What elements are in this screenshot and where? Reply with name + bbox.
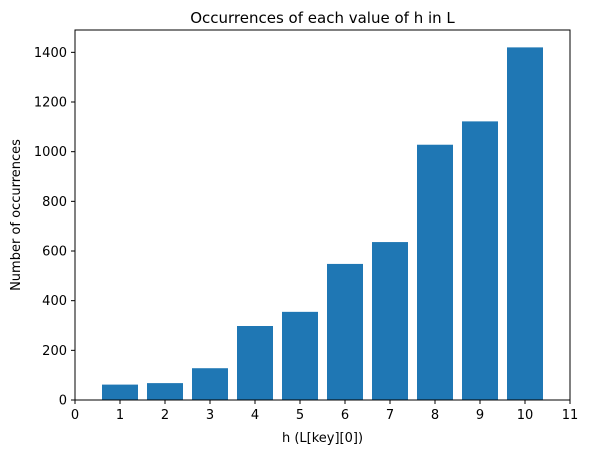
- x-tick-label: 7: [386, 408, 394, 423]
- x-tick-label: 2: [161, 408, 169, 423]
- bar-4: [237, 326, 273, 400]
- x-tick-label: 8: [431, 408, 439, 423]
- chart-title: Occurrences of each value of h in L: [190, 9, 455, 27]
- bar-5: [282, 311, 318, 400]
- x-tick-label: 1: [116, 408, 124, 423]
- bar-6: [327, 263, 363, 400]
- x-tick-label: 3: [206, 408, 214, 423]
- x-tick-label: 4: [251, 408, 259, 423]
- y-tick-label: 600: [42, 245, 67, 260]
- bar-3: [192, 368, 228, 400]
- y-tick-label: 200: [42, 344, 67, 359]
- bar-9: [462, 121, 498, 400]
- y-axis-ticks: 0 200 400 600 800 1000 1200 1400: [34, 46, 75, 409]
- x-axis-ticks: 0 1 2 3 4 5 6 7 8 9 10 11: [71, 400, 578, 423]
- y-tick-label: 800: [42, 195, 67, 210]
- bar-2: [147, 383, 183, 400]
- x-tick-label: 11: [562, 408, 579, 423]
- x-axis-label: h (L[key][0]): [282, 431, 363, 446]
- x-tick-label: 6: [341, 408, 349, 423]
- x-tick-label: 9: [476, 408, 484, 423]
- y-tick-label: 0: [59, 394, 67, 409]
- x-tick-label: 10: [517, 408, 534, 423]
- y-tick-label: 1400: [34, 46, 67, 61]
- plot-frame: [74, 29, 571, 401]
- bar-7: [372, 242, 408, 400]
- y-tick-label: 400: [42, 294, 67, 309]
- bars-group: [102, 47, 543, 401]
- y-axis-label: Number of occurrences: [9, 139, 24, 291]
- bar-1: [102, 384, 138, 400]
- x-tick-label: 5: [296, 408, 304, 423]
- bar-8: [417, 144, 453, 400]
- bar-10: [507, 47, 543, 401]
- y-tick-label: 1200: [34, 96, 67, 111]
- y-tick-label: 1000: [34, 145, 67, 160]
- x-tick-label: 0: [71, 408, 79, 423]
